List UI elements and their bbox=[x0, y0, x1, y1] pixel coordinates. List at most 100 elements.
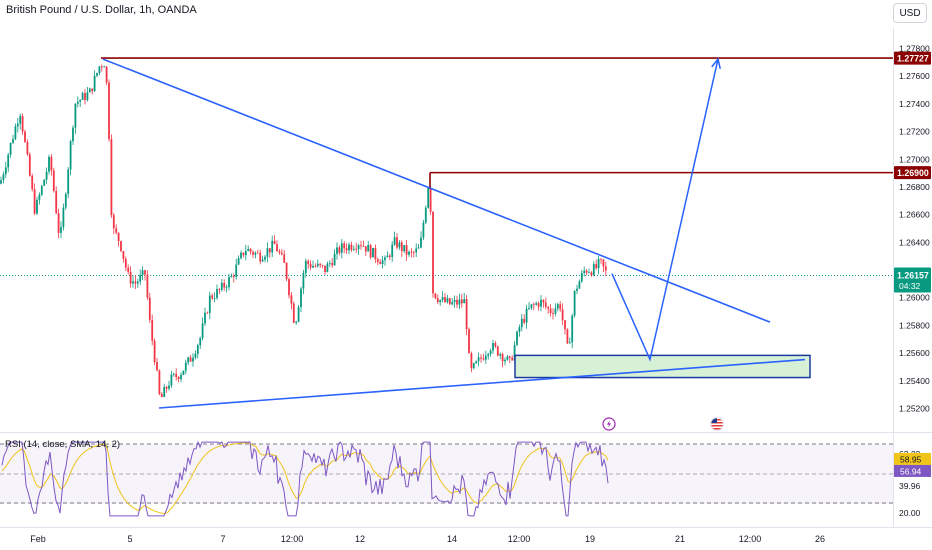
candle-body bbox=[367, 245, 370, 252]
candle-body bbox=[60, 227, 62, 233]
candle-body bbox=[184, 362, 187, 371]
price-tick-label: 1.27200 bbox=[899, 127, 930, 137]
candle-body bbox=[19, 116, 22, 124]
candle-body bbox=[424, 207, 427, 223]
candle-body bbox=[468, 329, 470, 354]
candle-body bbox=[292, 303, 295, 323]
lightning-icon[interactable] bbox=[602, 417, 616, 431]
candle-body bbox=[357, 245, 360, 250]
candle-body bbox=[105, 66, 108, 83]
candle-body bbox=[352, 248, 355, 250]
us-flag-icon[interactable] bbox=[710, 417, 724, 431]
candle-body bbox=[410, 251, 413, 253]
candle-body bbox=[124, 258, 127, 268]
candle-body bbox=[350, 244, 353, 250]
drawing-overlays[interactable] bbox=[101, 57, 893, 409]
candle-body bbox=[232, 275, 235, 277]
candle-body bbox=[391, 244, 394, 258]
candle-body bbox=[261, 259, 264, 262]
candle-body bbox=[2, 174, 5, 181]
candle-body bbox=[271, 240, 274, 253]
candle-body bbox=[112, 215, 115, 229]
time-tick-label: 21 bbox=[675, 534, 685, 544]
candle-body bbox=[259, 252, 262, 262]
candle-body bbox=[45, 171, 48, 180]
candle-body bbox=[165, 386, 168, 389]
candle-body bbox=[400, 242, 403, 252]
currency-button[interactable]: USD bbox=[893, 3, 927, 23]
candle-body bbox=[484, 355, 487, 360]
candle-body bbox=[196, 345, 199, 354]
candle-body bbox=[379, 262, 382, 265]
candle-body bbox=[16, 123, 19, 127]
candle-body bbox=[580, 273, 583, 282]
candle-body bbox=[528, 307, 530, 309]
candle-body bbox=[412, 252, 415, 254]
candle-body bbox=[84, 93, 86, 101]
time-tick-label: 19 bbox=[585, 534, 595, 544]
candle-body bbox=[72, 127, 74, 142]
candle-body bbox=[326, 263, 329, 273]
candle-body bbox=[408, 251, 410, 255]
projection-path bbox=[611, 58, 719, 362]
candle-body bbox=[600, 258, 602, 260]
candle-body bbox=[336, 247, 338, 254]
candle-body bbox=[156, 362, 158, 371]
candle-body bbox=[549, 308, 552, 314]
candle-body bbox=[300, 288, 302, 308]
candle-body bbox=[129, 271, 132, 284]
candle-body bbox=[74, 103, 77, 128]
price-tick-label: 1.26000 bbox=[899, 293, 930, 303]
candle-body bbox=[285, 262, 288, 280]
candle-body bbox=[276, 244, 278, 252]
candle-body bbox=[319, 263, 322, 266]
candle-body bbox=[31, 175, 34, 190]
candle-body bbox=[566, 329, 569, 344]
current-price-tag: 1.26157 bbox=[897, 270, 929, 280]
candle-body bbox=[69, 141, 72, 170]
candle-body bbox=[108, 82, 110, 140]
candle-body bbox=[592, 264, 595, 276]
candle-body bbox=[532, 304, 535, 306]
candle-body bbox=[309, 264, 312, 268]
candle-body bbox=[26, 141, 29, 155]
candle-body bbox=[163, 386, 166, 398]
candle-body bbox=[369, 245, 372, 258]
candle-body bbox=[240, 252, 242, 259]
candle-body bbox=[333, 253, 336, 266]
time-tick-label: 12 bbox=[355, 534, 365, 544]
candle-body bbox=[189, 357, 192, 362]
rsi-level-label: 20.00 bbox=[899, 508, 921, 518]
candle-body bbox=[585, 270, 588, 273]
candle-body bbox=[355, 248, 358, 250]
candle-body bbox=[268, 248, 271, 253]
candle-body bbox=[146, 274, 149, 298]
candle-body bbox=[33, 189, 36, 214]
candle-body bbox=[516, 331, 518, 345]
candle-body bbox=[199, 338, 202, 346]
candle-body bbox=[554, 308, 557, 314]
candle-body bbox=[168, 385, 170, 389]
candle-body bbox=[192, 357, 194, 362]
candle-body bbox=[544, 302, 547, 307]
candle-body bbox=[415, 248, 418, 253]
candle-body bbox=[381, 260, 384, 265]
candle-body bbox=[480, 357, 482, 359]
candle-body bbox=[525, 308, 528, 323]
candle-body bbox=[343, 243, 346, 249]
candle-body bbox=[307, 260, 310, 265]
candle-body bbox=[338, 247, 341, 253]
candle-body bbox=[64, 193, 67, 208]
rsi-sma-tag-bg bbox=[894, 452, 931, 465]
candle-body bbox=[295, 321, 298, 323]
candle-body bbox=[396, 237, 398, 248]
candle-body bbox=[0, 180, 2, 184]
candle-body bbox=[4, 167, 7, 175]
candle-body bbox=[86, 92, 89, 101]
candle-body bbox=[264, 256, 266, 260]
candle-body bbox=[288, 279, 290, 296]
candle-body bbox=[7, 154, 10, 168]
candle-body bbox=[422, 222, 425, 238]
current-price-tag-bg bbox=[894, 267, 931, 293]
